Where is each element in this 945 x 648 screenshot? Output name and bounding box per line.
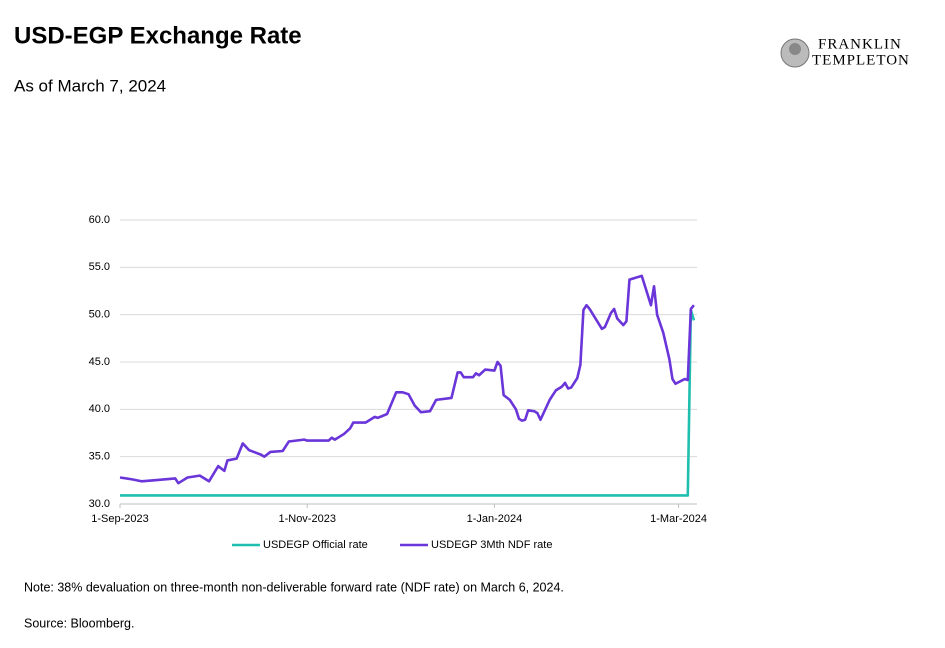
y-tick-label: 50.0: [89, 309, 110, 321]
y-tick-label: 55.0: [89, 261, 110, 273]
y-tick-label: 30.0: [89, 498, 110, 510]
logo-text: TEMPLETON: [812, 52, 910, 68]
series-line: [120, 308, 696, 497]
y-tick-label: 40.0: [89, 403, 110, 415]
series-line: [119, 274, 695, 485]
logo-text: FRANKLIN: [818, 36, 902, 52]
note: Note: 38% devaluation on three-month non…: [24, 580, 564, 594]
y-tick-label: 45.0: [89, 356, 110, 368]
legend-label: USDEGP 3Mth NDF rate: [431, 539, 552, 551]
x-tick-label: 1-Jan-2024: [467, 513, 523, 525]
y-tick-label: 35.0: [89, 451, 110, 463]
chart-title: USD-EGP Exchange Rate: [14, 22, 302, 49]
logo: FRANKLIN TEMPLETON: [780, 36, 910, 68]
chart-subtitle: As of March 7, 2024: [14, 76, 166, 95]
x-tick-label: 1-Nov-2023: [278, 513, 335, 525]
source: Source: Bloomberg.: [24, 616, 134, 630]
y-tick-label: 60.0: [89, 214, 110, 226]
legend-label: USDEGP Official rate: [263, 539, 368, 551]
x-tick-label: 1-Mar-2024: [650, 513, 707, 525]
x-tick-label: 1-Sep-2023: [91, 513, 149, 525]
logo-icon-head: [789, 43, 801, 55]
